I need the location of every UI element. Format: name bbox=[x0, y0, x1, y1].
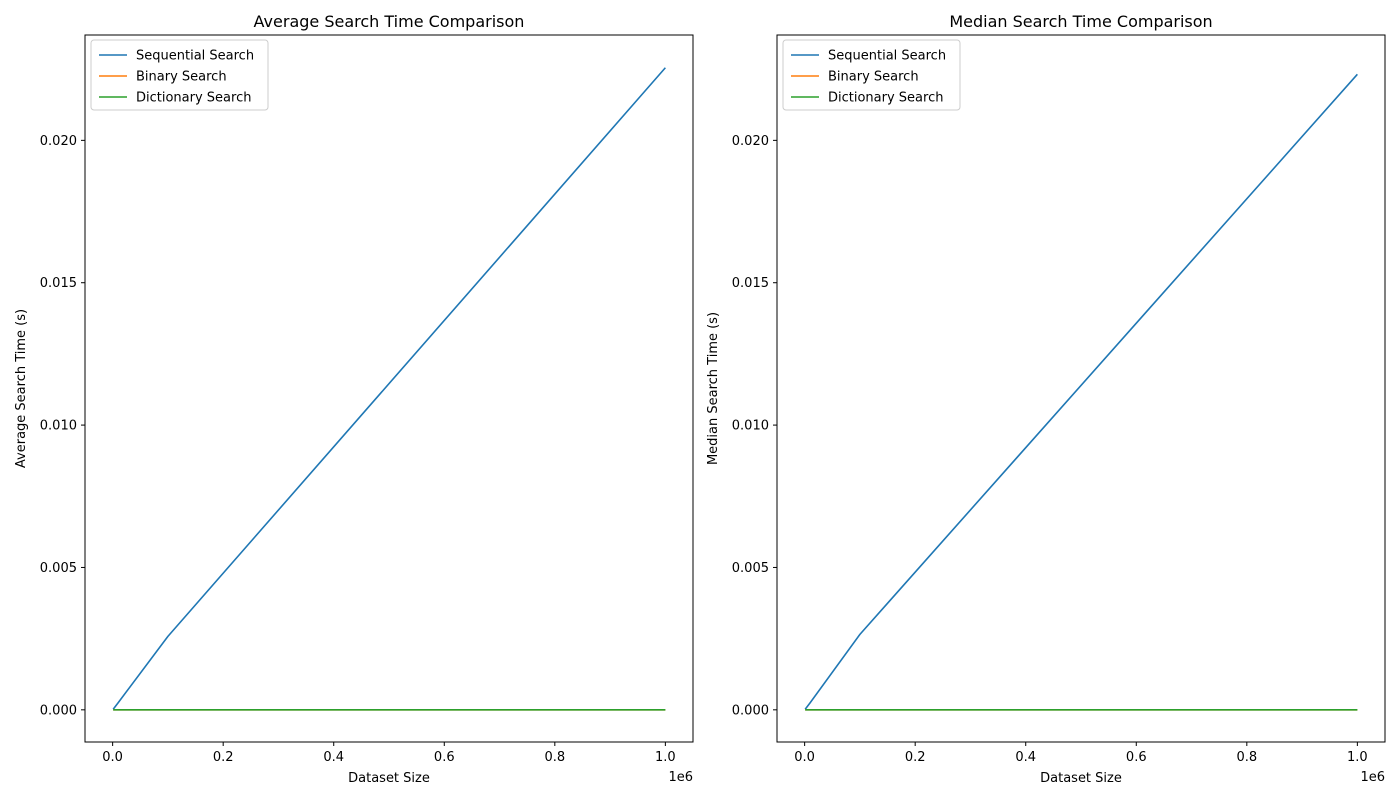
x-axis-label: Dataset Size bbox=[348, 771, 430, 786]
y-axis-ticks: 0.000 0.005 0.010 0.015 0.020 bbox=[732, 134, 777, 718]
x-tick-label: 0.8 bbox=[1236, 750, 1257, 765]
x-axis-offset-label: 1e6 bbox=[668, 770, 693, 785]
y-tick-label: 0.010 bbox=[40, 419, 77, 434]
x-axis-offset-label: 1e6 bbox=[1360, 770, 1385, 785]
chart-title: Average Search Time Comparison bbox=[254, 12, 525, 31]
series-line-sequential-search bbox=[804, 73, 1358, 710]
x-tick-label: 0.6 bbox=[1126, 750, 1147, 765]
x-tick-label: 0.4 bbox=[323, 750, 344, 765]
x-tick-label: 0.6 bbox=[434, 750, 455, 765]
y-tick-label: 0.000 bbox=[40, 703, 77, 718]
chart-title: Median Search Time Comparison bbox=[949, 12, 1212, 31]
legend-box bbox=[90, 39, 269, 111]
series-layer bbox=[804, 73, 1358, 711]
y-tick-label: 0.005 bbox=[732, 561, 769, 576]
x-tick-label: 0.2 bbox=[905, 750, 926, 765]
x-tick-label: 0.0 bbox=[794, 750, 815, 765]
legend-label: Binary Search bbox=[828, 70, 919, 85]
y-axis-ticks: 0.000 0.005 0.010 0.015 0.020 bbox=[40, 134, 85, 718]
legend-label: Dictionary Search bbox=[828, 91, 943, 106]
x-tick-label: 1.0 bbox=[655, 750, 676, 765]
median-search-time-chart: 0.0 0.2 0.4 0.6 0.8 1.0 0.0000.0050.0100.0150… bbox=[706, 12, 1386, 786]
x-tick-label: 0.0 bbox=[102, 750, 123, 765]
legend-label: Dictionary Search bbox=[136, 91, 251, 106]
legend: Sequential Search Binary Search Dictionary… bbox=[782, 39, 961, 111]
y-axis-label: Median Search Time (s) bbox=[706, 312, 721, 465]
y-tick-label: 0.000 bbox=[732, 703, 769, 718]
average-search-time-chart: 0.0 0.2 0.4 0.6 0.8 1.0 0.0000.0050.0100.0150… bbox=[14, 12, 694, 786]
x-axis-label: Dataset Size bbox=[1040, 771, 1122, 786]
x-tick-label: 0.2 bbox=[213, 750, 234, 765]
x-axis-ticks: 0.0 0.2 0.4 0.6 0.8 1.0 bbox=[794, 742, 1368, 765]
y-tick-label: 0.015 bbox=[732, 276, 769, 291]
x-tick-label: 0.8 bbox=[544, 750, 565, 765]
x-tick-label: 0.4 bbox=[1015, 750, 1036, 765]
y-axis-label: Average Search Time (s) bbox=[14, 309, 29, 468]
y-tick-label: 0.020 bbox=[40, 134, 77, 149]
legend-label: Binary Search bbox=[136, 70, 227, 85]
legend: Sequential Search Binary Search Dictionary… bbox=[90, 39, 269, 111]
legend-label: Sequential Search bbox=[828, 49, 946, 64]
x-axis-ticks: 0.0 0.2 0.4 0.6 0.8 1.0 bbox=[102, 742, 676, 765]
plot-frame bbox=[84, 34, 694, 743]
y-tick-label: 0.010 bbox=[732, 419, 769, 434]
series-line-sequential-search bbox=[112, 67, 666, 710]
series-layer bbox=[112, 67, 666, 711]
y-tick-label: 0.020 bbox=[732, 134, 769, 149]
y-tick-label: 0.005 bbox=[40, 561, 77, 576]
y-tick-label: 0.015 bbox=[40, 276, 77, 291]
legend-label: Sequential Search bbox=[136, 49, 254, 64]
plot-frame bbox=[776, 34, 1386, 743]
x-tick-label: 1.0 bbox=[1347, 750, 1368, 765]
legend-box bbox=[782, 39, 961, 111]
